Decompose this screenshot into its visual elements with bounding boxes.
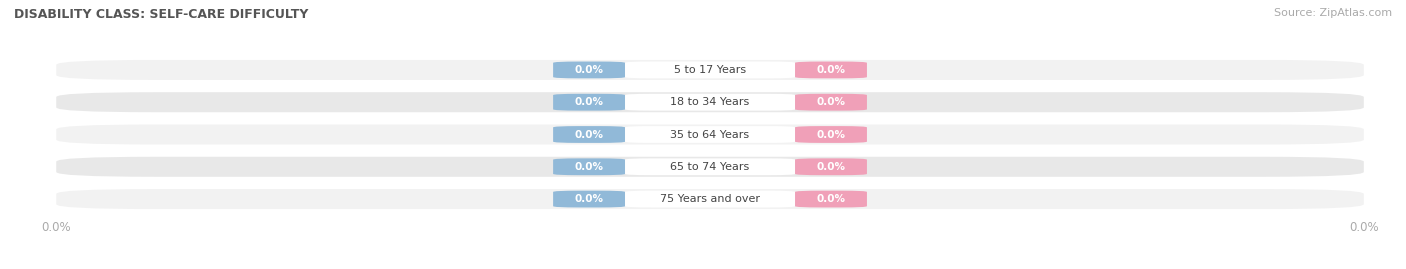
Text: 0.0%: 0.0% (575, 162, 603, 172)
Text: 5 to 17 Years: 5 to 17 Years (673, 65, 747, 75)
FancyBboxPatch shape (553, 191, 626, 207)
Text: 0.0%: 0.0% (575, 129, 603, 140)
FancyBboxPatch shape (553, 126, 626, 143)
FancyBboxPatch shape (626, 158, 794, 175)
FancyBboxPatch shape (56, 125, 1364, 144)
Text: 0.0%: 0.0% (817, 194, 845, 204)
FancyBboxPatch shape (794, 158, 868, 175)
FancyBboxPatch shape (626, 126, 794, 143)
Text: 0.0%: 0.0% (817, 129, 845, 140)
Text: 65 to 74 Years: 65 to 74 Years (671, 162, 749, 172)
FancyBboxPatch shape (626, 62, 794, 78)
Text: 0.0%: 0.0% (817, 97, 845, 107)
Text: 0.0%: 0.0% (575, 65, 603, 75)
Text: 18 to 34 Years: 18 to 34 Years (671, 97, 749, 107)
FancyBboxPatch shape (626, 94, 794, 111)
Text: 75 Years and over: 75 Years and over (659, 194, 761, 204)
FancyBboxPatch shape (56, 92, 1364, 112)
FancyBboxPatch shape (794, 62, 868, 78)
Text: 0.0%: 0.0% (817, 162, 845, 172)
Text: DISABILITY CLASS: SELF-CARE DIFFICULTY: DISABILITY CLASS: SELF-CARE DIFFICULTY (14, 8, 308, 21)
FancyBboxPatch shape (56, 189, 1364, 209)
Text: 35 to 64 Years: 35 to 64 Years (671, 129, 749, 140)
Text: 0.0%: 0.0% (575, 194, 603, 204)
FancyBboxPatch shape (553, 94, 626, 111)
Text: 0.0%: 0.0% (575, 97, 603, 107)
FancyBboxPatch shape (553, 158, 626, 175)
FancyBboxPatch shape (794, 94, 868, 111)
FancyBboxPatch shape (794, 126, 868, 143)
Text: Source: ZipAtlas.com: Source: ZipAtlas.com (1274, 8, 1392, 18)
Text: 0.0%: 0.0% (817, 65, 845, 75)
FancyBboxPatch shape (56, 60, 1364, 80)
FancyBboxPatch shape (553, 62, 626, 78)
FancyBboxPatch shape (56, 157, 1364, 177)
FancyBboxPatch shape (794, 191, 868, 207)
FancyBboxPatch shape (626, 191, 794, 207)
